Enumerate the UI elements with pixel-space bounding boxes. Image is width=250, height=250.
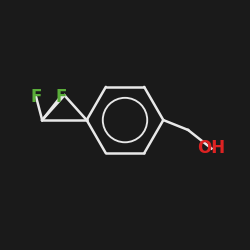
- Text: F: F: [55, 88, 66, 106]
- Text: F: F: [30, 88, 42, 106]
- Text: OH: OH: [198, 140, 226, 158]
